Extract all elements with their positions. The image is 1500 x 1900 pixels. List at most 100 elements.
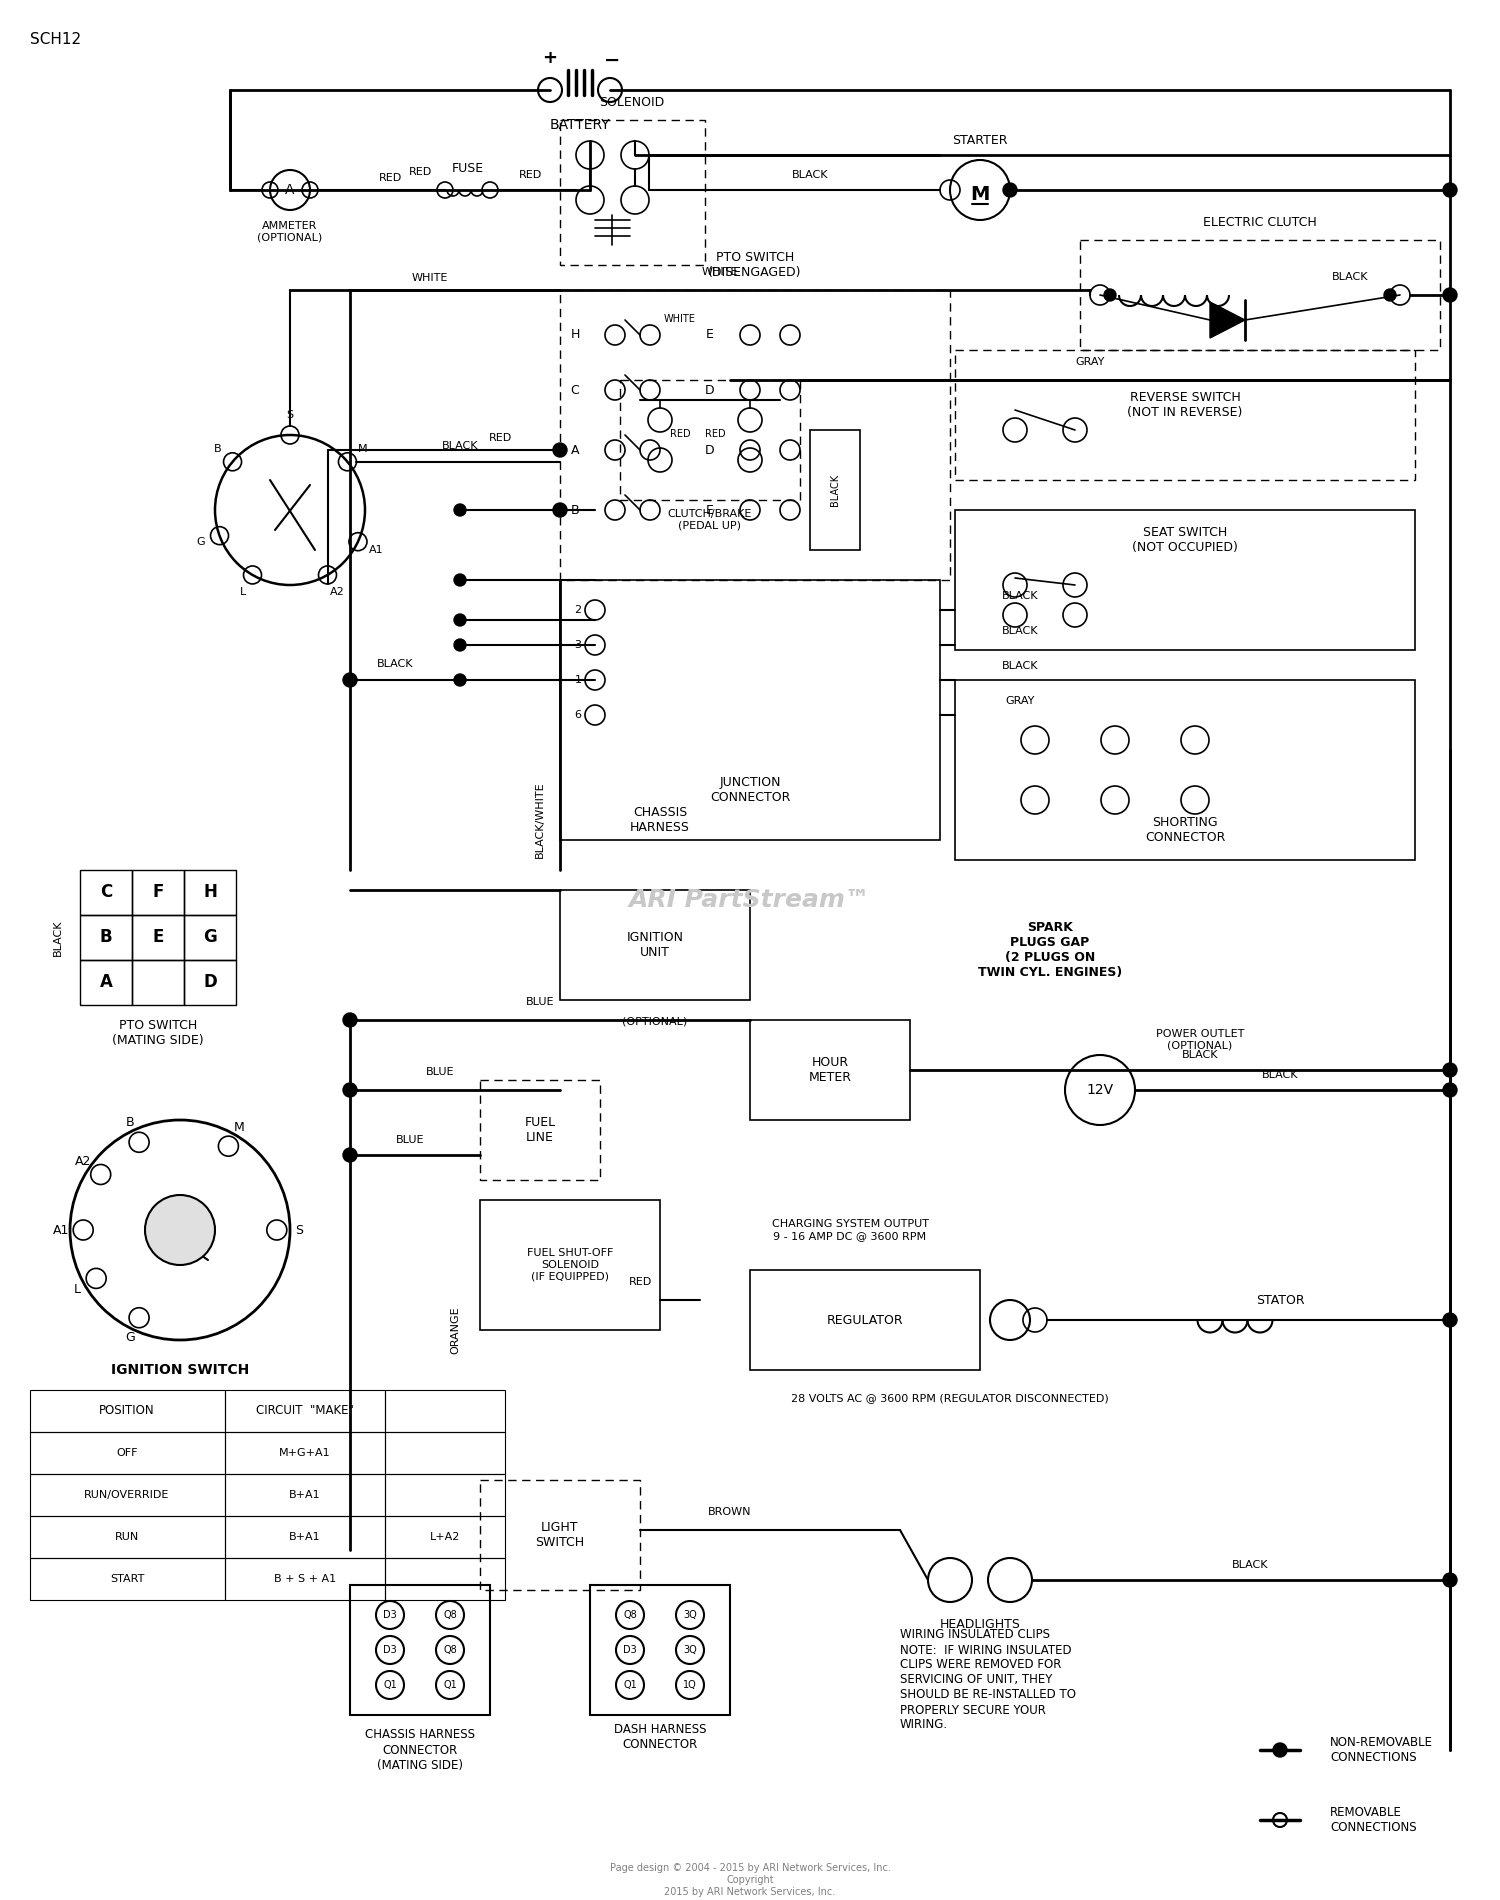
Text: FUEL
LINE: FUEL LINE [525,1115,555,1144]
Bar [184,916,236,960]
Bar [480,1480,640,1590]
Text: M+G+A1: M+G+A1 [279,1448,332,1457]
Circle shape [454,574,466,585]
Text: RED: RED [519,169,542,180]
Text: S: S [296,1224,303,1237]
Text: WHITE: WHITE [413,274,448,283]
Bar [225,1391,386,1433]
Text: BLUE: BLUE [525,998,555,1007]
Circle shape [1443,182,1456,198]
Text: BLACK: BLACK [376,659,412,669]
Circle shape [1443,1062,1456,1077]
Text: C: C [570,384,579,397]
Text: A: A [570,443,579,456]
Text: BLACK: BLACK [1232,1560,1268,1569]
Text: ARI PartStream™: ARI PartStream™ [628,887,872,912]
Text: BLUE: BLUE [396,1134,424,1146]
Circle shape [1443,1573,1456,1586]
Text: RED: RED [378,173,402,182]
Text: E: E [706,329,714,342]
Text: BLACK: BLACK [792,169,828,180]
Bar [810,429,859,549]
Text: B + S + A1: B + S + A1 [274,1573,336,1585]
Text: BROWN: BROWN [708,1507,752,1516]
Text: ELECTRIC CLUTCH: ELECTRIC CLUTCH [1203,215,1317,228]
Text: WHITE: WHITE [664,314,696,325]
Text: PTO SWITCH
(DISENGAGED): PTO SWITCH (DISENGAGED) [708,251,801,279]
Text: HEADLIGHTS: HEADLIGHTS [939,1619,1020,1632]
Text: 3Q: 3Q [682,1609,698,1621]
Circle shape [1104,289,1116,300]
Text: NON-REMOVABLE
CONNECTIONS: NON-REMOVABLE CONNECTIONS [1330,1737,1432,1763]
Polygon shape [1210,302,1245,338]
Circle shape [1443,289,1456,302]
Text: 2: 2 [574,604,582,616]
Circle shape [454,674,466,686]
Circle shape [344,1083,357,1096]
Circle shape [1274,1742,1287,1758]
Text: BLACK: BLACK [1262,1070,1298,1079]
Text: JUNCTION
CONNECTOR: JUNCTION CONNECTOR [710,775,791,804]
Text: B: B [570,504,579,517]
Text: L: L [74,1282,81,1296]
Text: PTO SWITCH
(MATING SIDE): PTO SWITCH (MATING SIDE) [112,1018,204,1047]
Text: 12V: 12V [1086,1083,1113,1096]
Text: RED: RED [669,429,690,439]
Bar [560,291,950,580]
Bar [132,916,184,960]
Text: BLACK: BLACK [53,920,63,956]
Text: (OPTIONAL): (OPTIONAL) [622,1017,687,1028]
Bar [30,1433,225,1474]
Text: A2: A2 [75,1155,92,1168]
Text: STATOR: STATOR [1256,1294,1305,1307]
Text: SHORTING
CONNECTOR: SHORTING CONNECTOR [1144,815,1226,844]
Text: IGNITION SWITCH: IGNITION SWITCH [111,1362,249,1378]
Text: BLACK: BLACK [1002,661,1038,671]
Circle shape [1004,182,1017,198]
Text: G: G [196,538,206,547]
Text: BLACK: BLACK [1002,591,1038,600]
Text: BLACK: BLACK [441,441,479,450]
Text: START: START [110,1573,144,1585]
Circle shape [146,1195,214,1265]
Text: 3: 3 [574,640,582,650]
Bar [225,1474,386,1516]
Bar [956,350,1414,481]
Bar [225,1516,386,1558]
Text: B: B [99,927,112,946]
Text: AMMETER
(OPTIONAL): AMMETER (OPTIONAL) [258,220,322,243]
Text: A1: A1 [53,1224,69,1237]
Bar [956,680,1414,861]
Bar [386,1433,506,1474]
Text: BLACK/WHITE: BLACK/WHITE [536,781,544,859]
Bar [386,1516,506,1558]
Circle shape [454,504,466,517]
Text: B+A1: B+A1 [290,1531,321,1543]
Text: S: S [286,410,294,420]
Text: B: B [213,445,220,454]
Text: WHITE: WHITE [702,268,738,277]
Text: D: D [705,384,716,397]
Text: BATTERY: BATTERY [549,118,610,131]
Circle shape [454,614,466,625]
Text: L+A2: L+A2 [430,1531,460,1543]
Text: Q8: Q8 [442,1645,458,1655]
Text: BLACK: BLACK [1182,1051,1218,1060]
Text: CHASSIS HARNESS
CONNECTOR
(MATING SIDE): CHASSIS HARNESS CONNECTOR (MATING SIDE) [364,1729,476,1771]
Text: A2: A2 [330,587,345,597]
Text: BLACK: BLACK [830,473,840,505]
Text: CHARGING SYSTEM OUTPUT
9 - 16 AMP DC @ 3600 RPM: CHARGING SYSTEM OUTPUT 9 - 16 AMP DC @ 3… [771,1220,928,1241]
Circle shape [1443,1313,1456,1326]
Text: BLACK: BLACK [1332,272,1368,281]
Text: D: D [202,973,217,992]
Bar [750,1020,910,1119]
Circle shape [1384,289,1396,300]
Text: Q1: Q1 [442,1680,458,1689]
Text: Q8: Q8 [442,1609,458,1621]
Text: Q1: Q1 [622,1680,638,1689]
Bar [590,1585,730,1716]
Text: BLUE: BLUE [426,1068,454,1077]
Text: POWER OUTLET
(OPTIONAL): POWER OUTLET (OPTIONAL) [1156,1030,1244,1051]
Text: OFF: OFF [117,1448,138,1457]
Bar [30,1558,225,1600]
